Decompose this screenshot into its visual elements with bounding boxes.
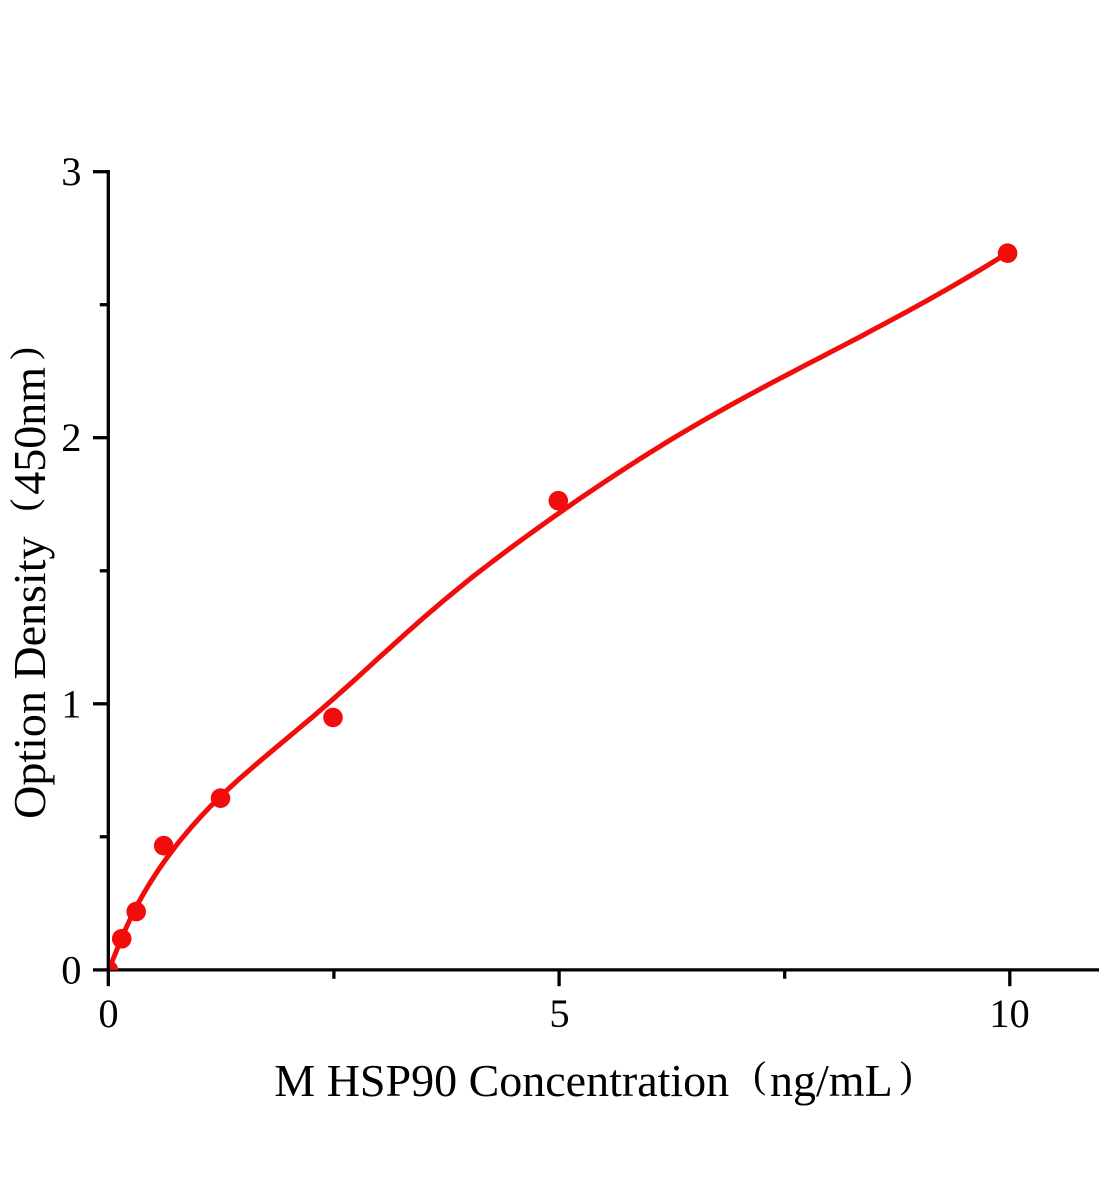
svg-text:Option Density(450nm): Option Density(450nm) — [3, 347, 55, 819]
svg-text:M HSP90 Concentration(ng/mL): M HSP90 Concentration (ng/mL) — [274, 1054, 912, 1106]
svg-text:0: 0 — [98, 991, 118, 1036]
svg-text:5: 5 — [549, 991, 569, 1036]
svg-text:1: 1 — [61, 681, 81, 726]
svg-text:0: 0 — [61, 947, 81, 992]
svg-text:3: 3 — [61, 149, 81, 194]
svg-text:10: 10 — [989, 991, 1030, 1036]
svg-text:2: 2 — [61, 415, 81, 460]
